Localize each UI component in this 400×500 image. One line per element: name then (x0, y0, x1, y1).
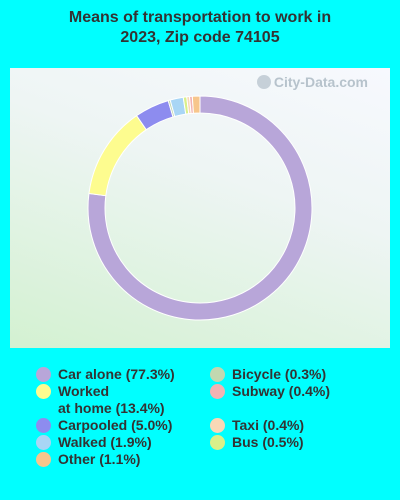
legend-item: Worked at home (13.4%) (36, 383, 165, 417)
legend-label: Other (1.1%) (58, 451, 141, 467)
legend-swatch (36, 435, 51, 450)
legend-label: Carpooled (5.0%) (58, 417, 173, 433)
legend-swatch (210, 435, 225, 450)
legend-swatch (36, 384, 51, 399)
legend-label: Walked (1.9%) (58, 434, 152, 450)
legend-swatch (210, 418, 225, 433)
legend-label: Car alone (77.3%) (58, 366, 175, 382)
legend-label: Subway (0.4%) (232, 383, 331, 399)
watermark: City-Data.com (256, 74, 368, 90)
legend-item: Car alone (77.3%) (36, 366, 175, 383)
legend-label: Bicycle (0.3%) (232, 366, 327, 382)
donut-chart (87, 95, 313, 321)
chart-title: Means of transportation to work in 2023,… (0, 8, 400, 48)
legend-swatch (36, 452, 51, 467)
legend-swatch (210, 367, 225, 382)
legend-swatch (36, 418, 51, 433)
legend-item: Other (1.1%) (36, 451, 140, 468)
donut-slice-1 (88, 114, 147, 197)
chart-title-line-2: 2023, Zip code 74105 (120, 29, 280, 46)
legend-item: Taxi (0.4%) (210, 417, 304, 434)
legend-item: Carpooled (5.0%) (36, 417, 172, 434)
donut-slice-0 (87, 95, 313, 321)
legend-item: Walked (1.9%) (36, 434, 152, 451)
legend-swatch (210, 384, 225, 399)
legend-label: Taxi (0.4%) (232, 417, 305, 433)
legend-label: Worked at home (13.4%) (58, 383, 165, 416)
legend-item: Bicycle (0.3%) (210, 366, 326, 383)
legend-item: Subway (0.4%) (210, 383, 330, 400)
legend-item: Bus (0.5%) (210, 434, 304, 451)
chart-panel: City-Data.com (10, 68, 390, 348)
watermark-text: City-Data.com (273, 74, 368, 90)
chart-title-line-1: Means of transportation to work in (68, 9, 332, 26)
donut-slice-8 (191, 95, 201, 114)
city-data-logo-icon (256, 75, 271, 89)
legend-label: Bus (0.5%) (232, 434, 304, 450)
chart-legend: Car alone (77.3%) Worked at home (13.4%) C… (0, 366, 400, 486)
legend-swatch (36, 367, 51, 382)
